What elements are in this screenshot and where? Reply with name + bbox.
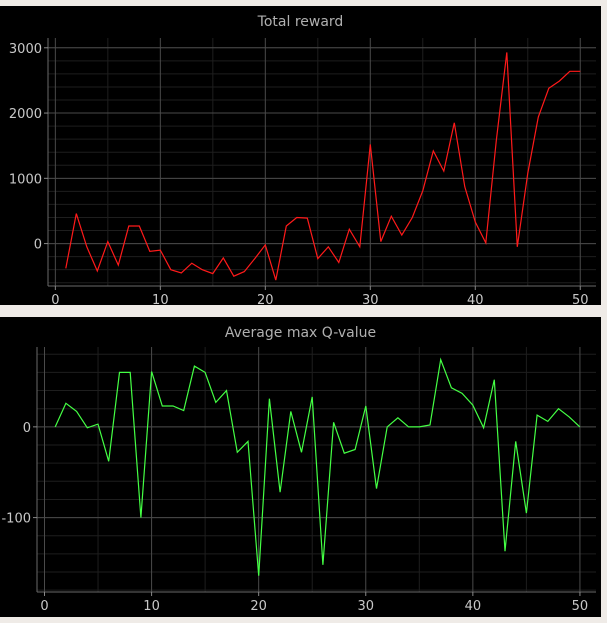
x-tick-label: 40 xyxy=(467,293,484,305)
x-tick-label: 30 xyxy=(357,599,374,614)
series-line xyxy=(54,357,581,576)
chart-title: Total reward xyxy=(257,14,344,30)
x-tick-label: 10 xyxy=(152,293,169,305)
x-tick-label: 10 xyxy=(143,599,160,614)
x-tick-label: 0 xyxy=(40,599,48,614)
total-reward-chart-panel: Total reward 0 10 20 30 40 50 0 1000 2000 3000 xyxy=(0,6,601,305)
avg-max-q-chart: 0 10 20 30 40 50 0 -100 xyxy=(1,347,596,614)
y-tick-label: 0 xyxy=(23,421,31,436)
x-tick-label: 50 xyxy=(572,599,589,614)
x-tick-label: 50 xyxy=(572,293,589,305)
x-tick-label: 30 xyxy=(362,293,379,305)
series-line xyxy=(65,52,581,281)
x-tick-label: 20 xyxy=(250,599,267,614)
minor-grid xyxy=(48,38,596,286)
avg-max-q-chart-panel: Average max Q-value 0 10 20 30 40 50 0 -100 xyxy=(0,317,601,617)
y-tick-label: 0 xyxy=(34,238,42,253)
x-tick-label: 20 xyxy=(257,293,274,305)
y-tick-label: 3000 xyxy=(9,42,42,57)
major-grid xyxy=(48,38,596,286)
total-reward-chart: 0 10 20 30 40 50 0 1000 2000 3000 xyxy=(9,38,596,305)
chart-title: Average max Q-value xyxy=(224,325,377,341)
y-tick-label: 2000 xyxy=(9,107,42,122)
y-tick-label: 1000 xyxy=(9,172,42,187)
x-tick-label: 0 xyxy=(51,293,59,305)
x-tick-label: 40 xyxy=(465,599,482,614)
y-tick-label: -100 xyxy=(1,512,31,527)
